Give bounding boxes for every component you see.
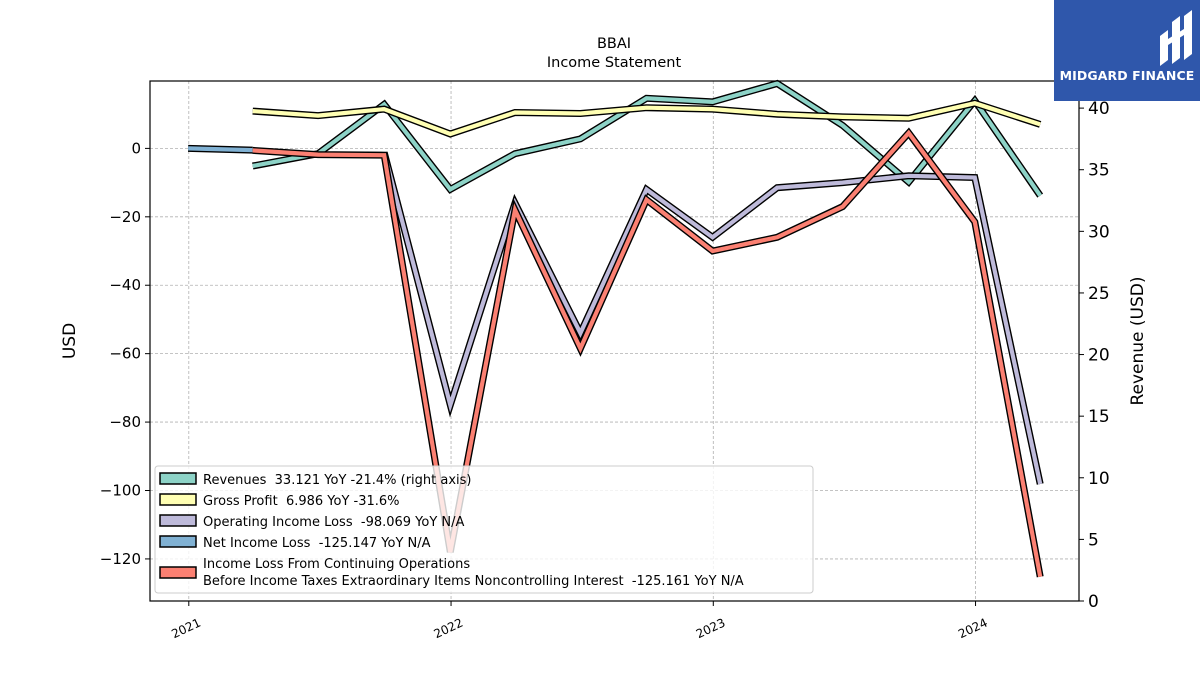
legend: Revenues 33.121 YoY -21.4% (right axis) … — [154, 465, 814, 594]
series-line — [252, 129, 1043, 578]
chart-subtitle: Income Statement — [547, 55, 682, 71]
series-lines — [188, 79, 1044, 578]
left-axis: 0 −20 −40 −60 −80 −100 −120 — [100, 139, 150, 568]
legend-label-net-income-loss: Net Income Loss -125.147 YoY N/A — [203, 536, 431, 551]
x-axis-tick-label: 2022 — [432, 616, 466, 642]
series-line — [382, 151, 1043, 485]
x-axis: 2021 2022 2023 2024 — [169, 601, 990, 642]
legend-label-income-loss-continuing-ops-line1: Income Loss From Continuing Operations — [203, 557, 470, 572]
right-axis-tick-label: 25 — [1088, 284, 1110, 304]
left-axis-tick-label: −60 — [109, 345, 141, 363]
series-line — [188, 146, 253, 153]
x-axis-tick-label: 2023 — [694, 616, 728, 642]
x-axis-tick-label: 2021 — [169, 616, 203, 642]
right-axis-tick-label: 40 — [1088, 99, 1110, 119]
legend-swatch-income-loss-continuing-ops — [159, 566, 197, 579]
series-gross-profit — [252, 99, 1042, 138]
brand-name: MIDGARD FINANCE — [1059, 68, 1195, 83]
left-axis-tick-label: −100 — [100, 482, 141, 500]
left-axis-tick-label: 0 — [131, 139, 141, 157]
plot-frame — [149, 80, 1080, 602]
legend-swatch-gross-profit — [159, 493, 197, 506]
grid — [150, 81, 1079, 601]
chart-title: BBAI — [597, 36, 631, 52]
brand-logo: MIDGARD FINANCE — [1054, 0, 1200, 101]
series-revenues — [252, 79, 1044, 198]
series-line — [252, 81, 1042, 197]
right-axis-tick-label: 5 — [1088, 530, 1099, 550]
left-axis-label: USD — [60, 323, 80, 359]
legend-label-operating-income-loss: Operating Income Loss -98.069 YoY N/A — [203, 515, 465, 530]
legend-label-income-loss-continuing-ops-line2: Before Income Taxes Extraordinary Items … — [203, 574, 744, 589]
right-axis: 0 5 10 15 20 25 30 35 40 — [1079, 99, 1110, 612]
legend-swatch-net-income-loss — [159, 535, 197, 548]
series-line — [252, 101, 1041, 137]
legend-swatch-revenues — [159, 472, 197, 485]
legend-label-gross-profit: Gross Profit 6.986 YoY -31.6% — [203, 494, 400, 509]
left-axis-tick-label: −40 — [109, 276, 141, 294]
series-outline — [380, 151, 1044, 485]
series-operating-income-loss — [380, 151, 1044, 485]
x-axis-tick-label: 2024 — [956, 616, 990, 642]
right-axis-tick-label: 20 — [1088, 346, 1110, 366]
legend-label-revenues: Revenues 33.121 YoY -21.4% (right axis) — [203, 473, 472, 488]
series-net-income-loss — [188, 144, 253, 154]
right-axis-tick-label: 15 — [1088, 407, 1110, 427]
right-axis-tick-label: 30 — [1088, 222, 1110, 242]
series-income-loss-from-continuing-operations-before-income-taxes-extraordinary-items-noncontrolling-interest — [252, 127, 1044, 578]
right-axis-label: Revenue (USD) — [1128, 276, 1148, 405]
right-axis-tick-label: 35 — [1088, 161, 1110, 181]
legend-frame — [154, 465, 814, 594]
left-axis-tick-label: −20 — [109, 208, 141, 226]
legend-swatch-operating-income-loss — [159, 514, 197, 527]
midgard-logo-icon — [1160, 10, 1192, 66]
left-axis-tick-label: −120 — [100, 550, 141, 568]
left-axis-tick-label: −80 — [109, 413, 141, 431]
right-axis-tick-label: 10 — [1088, 469, 1110, 489]
right-axis-tick-label: 0 — [1088, 592, 1099, 612]
